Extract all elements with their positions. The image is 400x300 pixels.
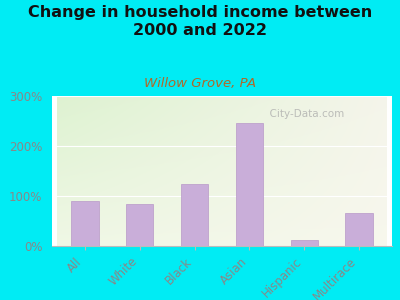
Bar <box>236 122 263 246</box>
Text: Willow Grove, PA: Willow Grove, PA <box>144 76 256 89</box>
Text: Change in household income between
2000 and 2022: Change in household income between 2000 … <box>28 4 372 38</box>
Bar <box>345 212 373 246</box>
Bar <box>290 239 318 246</box>
Bar <box>126 203 154 246</box>
Bar <box>71 201 99 246</box>
Text: City-Data.com: City-Data.com <box>263 109 344 119</box>
Bar <box>181 184 208 246</box>
